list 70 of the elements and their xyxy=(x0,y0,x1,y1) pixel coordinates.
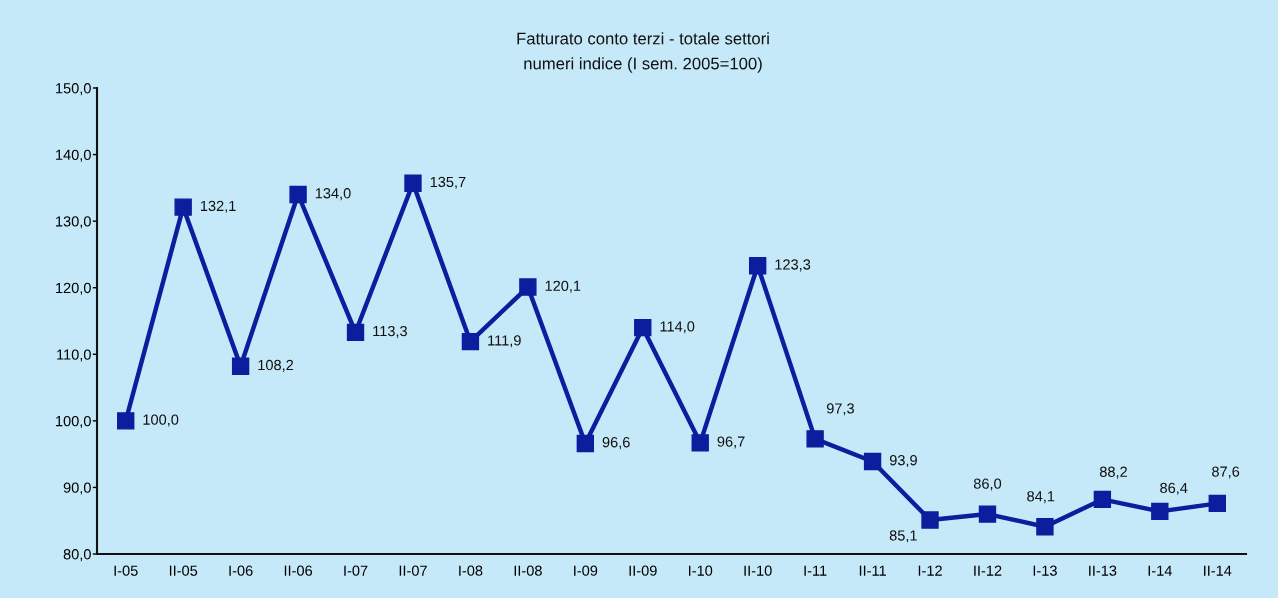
data-label: 85,1 xyxy=(889,530,917,543)
data-label: 93,9 xyxy=(889,455,917,468)
point xyxy=(806,430,824,448)
x-tick-label: II-13 xyxy=(1089,565,1117,576)
chart-subtitle: numeri indice (I sem. 2005=100) xyxy=(524,57,762,73)
data-label: 134,0 xyxy=(315,188,351,201)
data-label: 123,3 xyxy=(775,259,811,272)
point xyxy=(748,257,767,275)
point xyxy=(117,412,135,430)
point xyxy=(174,198,192,216)
point xyxy=(1151,502,1169,521)
chart-title: Fatturato conto terzi - totale settori xyxy=(517,32,769,45)
x-tick-label: II-05 xyxy=(169,565,198,576)
data-label: 97,3 xyxy=(826,403,854,416)
point xyxy=(1208,494,1226,513)
x-tick-label: II-14 xyxy=(1204,565,1232,576)
x-tick-label: I-10 xyxy=(689,565,713,576)
point xyxy=(978,505,997,523)
data-label: 84,1 xyxy=(1027,491,1055,504)
x-tick-label: II-11 xyxy=(859,565,886,576)
point xyxy=(346,323,365,341)
x-tick-label: I-12 xyxy=(918,565,942,576)
point xyxy=(461,332,480,351)
data-label: 132,1 xyxy=(200,200,236,213)
data-label: 86,0 xyxy=(973,478,1002,491)
x-tick-label: I-07 xyxy=(344,565,368,576)
point xyxy=(921,511,939,529)
point xyxy=(863,452,882,471)
point xyxy=(576,434,595,453)
data-label: 114,0 xyxy=(660,321,695,334)
x-tick-label: II-10 xyxy=(744,565,772,576)
point xyxy=(691,434,709,452)
x-tick-label: I-09 xyxy=(574,565,598,576)
y-tick-label: 80,0 xyxy=(63,549,91,562)
y-tick-label: 140,0 xyxy=(56,149,91,162)
data-label: 87,6 xyxy=(1212,466,1240,479)
x-tick-label: II-06 xyxy=(284,565,313,576)
x-tick-label: I-06 xyxy=(229,565,253,576)
x-tick-label: I-11 xyxy=(804,565,827,576)
point xyxy=(1036,518,1054,536)
x-tick-label: II-12 xyxy=(974,565,1002,576)
data-label: 86,4 xyxy=(1160,482,1188,495)
x-tick-label: II-09 xyxy=(629,565,657,576)
x-tick-label: I-08 xyxy=(459,565,483,576)
x-tick-label: I-05 xyxy=(114,565,138,576)
data-label: 111,9 xyxy=(488,335,521,348)
point xyxy=(634,318,652,337)
point xyxy=(231,357,250,375)
y-tick-label: 100,0 xyxy=(56,415,91,429)
data-label: 108,2 xyxy=(258,359,294,372)
data-label: 135,7 xyxy=(430,176,466,189)
data-label: 100,0 xyxy=(143,414,179,427)
x-tick-label: I-14 xyxy=(1148,565,1172,576)
data-label: 96,6 xyxy=(602,437,630,450)
y-tick-label: 120,0 xyxy=(56,282,91,295)
x-tick-label: I-13 xyxy=(1033,565,1057,576)
point xyxy=(519,278,537,296)
point xyxy=(404,174,422,192)
data-label: 113,3 xyxy=(373,325,407,338)
y-tick-label: 130,0 xyxy=(56,216,91,229)
x-tick-label: II-07 xyxy=(399,565,427,576)
data-label: 120,1 xyxy=(545,280,581,293)
point xyxy=(289,185,307,204)
data-label: 96,7 xyxy=(717,436,745,449)
y-tick-label: 150,0 xyxy=(56,83,91,96)
y-tick-label: 110,0 xyxy=(57,349,91,362)
x-tick-label: II-08 xyxy=(514,565,542,576)
point xyxy=(1093,490,1112,509)
y-tick-label: 90,0 xyxy=(63,482,91,495)
data-label: 88,2 xyxy=(1099,466,1127,479)
